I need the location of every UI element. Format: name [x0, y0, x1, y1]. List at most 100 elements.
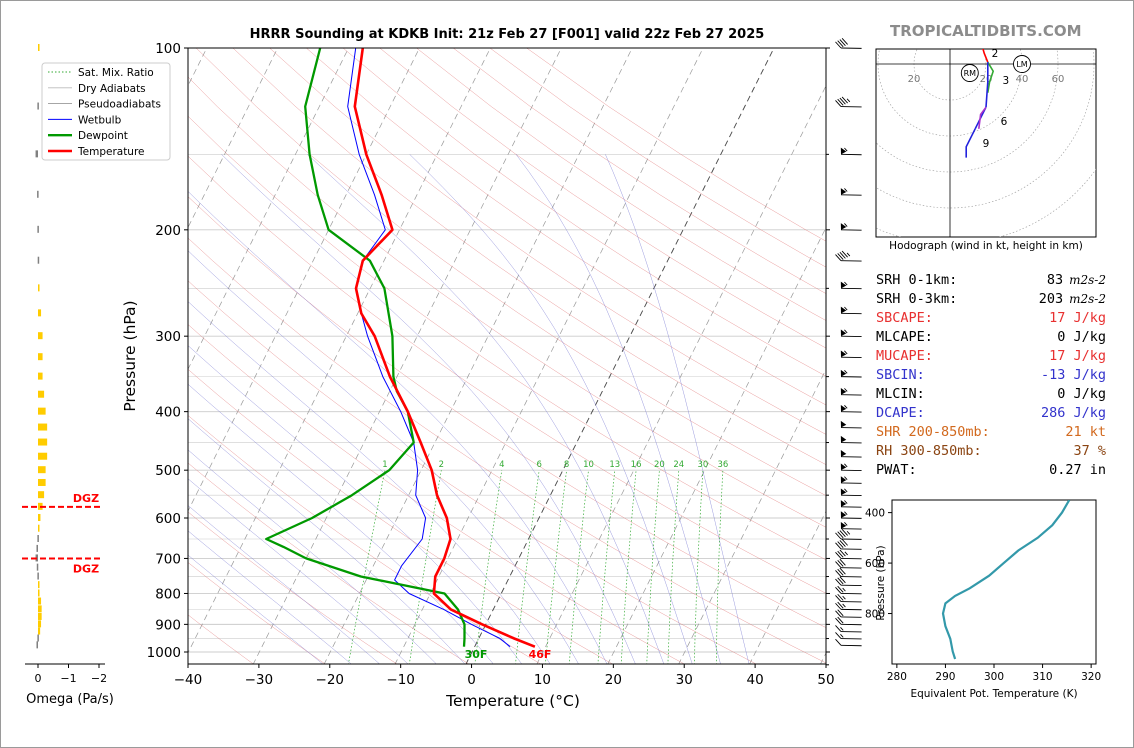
index-value-group: 0 J/kg	[1057, 385, 1106, 404]
barb-flag	[840, 350, 847, 358]
omega-bar	[38, 372, 43, 380]
dry-adiabat	[379, 48, 826, 349]
barb-full	[837, 601, 844, 609]
wind-barb	[835, 250, 862, 262]
y-tick-label: 500	[155, 463, 181, 479]
wind-barb	[835, 593, 862, 603]
legend-box	[41, 62, 171, 161]
dry-adiabat	[195, 48, 826, 496]
omega-bar	[38, 581, 40, 589]
hodograph-height-label: 1	[983, 33, 990, 45]
barb-full	[835, 100, 842, 107]
mixing-ratio-line	[568, 470, 589, 664]
mixing-ratio-label: 20	[654, 460, 665, 470]
wind-barb	[835, 625, 862, 633]
mixing-ratio-label: 8	[564, 460, 569, 470]
barb-full	[835, 41, 842, 49]
hodograph-height-label: 2	[992, 48, 999, 60]
barb-full	[835, 617, 842, 625]
barb-staff	[840, 494, 862, 497]
index-value-group: 286 J/kg	[1041, 404, 1106, 423]
barb-staff	[840, 644, 862, 647]
barb-staff	[840, 47, 862, 49]
index-row: DCAPE: 286 J/kg	[876, 404, 1106, 423]
omega-bar	[36, 544, 38, 552]
barb-flag	[840, 404, 847, 412]
dry-adiabat	[188, 115, 826, 561]
isotherm	[394, 48, 704, 664]
index-value-group: 0 J/kg	[1057, 328, 1106, 347]
wind-barb	[835, 567, 862, 578]
hodograph-trace	[982, 49, 989, 63]
index-value: 17 J/kg	[1049, 348, 1106, 364]
barb-staff	[840, 548, 862, 550]
theta-y-tick-label: 400	[865, 508, 885, 520]
mixing-ratio-line	[597, 470, 616, 664]
wind-barb	[835, 538, 862, 550]
mixing-ratio-line	[515, 470, 540, 664]
barb-half	[840, 627, 844, 631]
barb-half	[844, 500, 848, 504]
barb-flag	[840, 463, 847, 471]
theta-y-axis-label: Pressure (hPa)	[875, 545, 887, 620]
storm-motion-label: LM	[1016, 60, 1027, 69]
barb-flag	[840, 281, 847, 289]
barb-flag	[840, 500, 847, 507]
mixing-ratio-line	[667, 470, 680, 664]
barb-flag	[840, 306, 847, 314]
pseudoadiabat	[188, 505, 380, 664]
barb-flag	[840, 147, 847, 155]
index-label: MUCAPE:	[876, 348, 933, 364]
barb-staff	[840, 528, 862, 530]
barb-full	[839, 567, 846, 575]
barb-flag	[840, 369, 847, 377]
barb-half	[844, 488, 848, 493]
pseudoadiabat	[188, 478, 409, 664]
barb-staff	[840, 394, 862, 396]
barb-flag	[840, 450, 847, 457]
barb-full	[837, 253, 844, 260]
index-label: MLCAPE:	[876, 329, 933, 345]
pseudoadiabat	[307, 154, 665, 664]
pseudoadiabat	[188, 383, 494, 664]
barb-full	[835, 570, 842, 577]
barb-full	[835, 578, 842, 586]
wind-barb	[840, 281, 862, 290]
barb-staff	[840, 616, 862, 618]
wind-barb	[840, 329, 862, 338]
storm-motion-marker	[960, 64, 979, 82]
wind-barb	[835, 558, 862, 569]
isotherm	[188, 48, 491, 654]
omega-x-tick-label: 0	[35, 672, 42, 685]
barb-flag	[840, 223, 847, 230]
mixing-ratio-line	[646, 470, 660, 664]
index-label: SRH 0-3km:	[876, 291, 958, 307]
isotherm	[252, 48, 562, 664]
barb-half	[844, 329, 848, 334]
omega-bar	[38, 284, 40, 292]
barb-full	[841, 529, 848, 536]
barb-half	[844, 281, 848, 286]
barb-staff	[840, 356, 862, 359]
barb-staff	[840, 469, 862, 472]
dry-adiabat	[188, 368, 613, 664]
y-tick-label: 800	[155, 586, 181, 602]
dry-adiabat	[188, 237, 826, 664]
pseudoadiabat	[188, 250, 579, 664]
hodograph-trace	[974, 106, 987, 130]
omega-bar	[37, 534, 39, 542]
barb-half	[844, 188, 848, 192]
barb-half	[844, 522, 848, 526]
pseudoadiabat	[188, 418, 466, 664]
index-value: -13 J/kg	[1040, 367, 1106, 383]
wind-barb	[840, 369, 862, 378]
barb-flag	[840, 420, 847, 428]
omega-bar	[37, 190, 39, 198]
barb-full	[839, 540, 846, 547]
omega-bar	[37, 256, 40, 264]
legend-entry: Temperature	[77, 146, 145, 158]
barb-staff	[840, 506, 862, 508]
barb-staff	[840, 567, 862, 569]
index-label: SRH 0-1km:	[876, 272, 958, 288]
